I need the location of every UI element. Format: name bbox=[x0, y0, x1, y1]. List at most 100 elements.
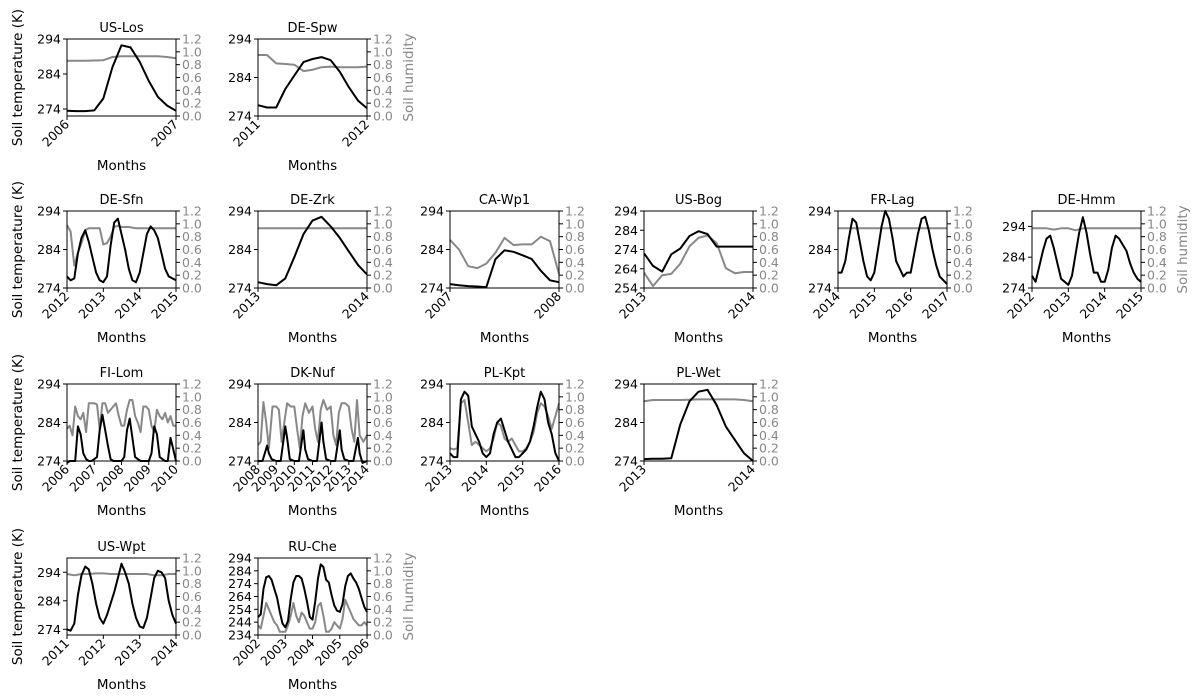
x-tick-label: 2007 bbox=[66, 462, 99, 495]
y2-tick-label: 0.0 bbox=[1147, 281, 1167, 296]
x-tick-label: 2008 bbox=[94, 461, 127, 494]
panel-pl-wet: PL-Wet2742842940.00.20.40.60.81.01.22013… bbox=[614, 366, 779, 519]
x-axis-label: Months bbox=[480, 503, 529, 519]
x-tick-label: 2015 bbox=[495, 462, 528, 495]
y2-tick-label: 0.8 bbox=[182, 402, 202, 417]
panel-title: DE-Hmm bbox=[1057, 193, 1115, 208]
y-tick-label: 274 bbox=[808, 281, 832, 296]
y-tick-label: 274 bbox=[1002, 281, 1026, 296]
y2-tick-label: 1.2 bbox=[373, 204, 393, 219]
temperature-line-us-wpt bbox=[66, 562, 177, 632]
y2-tick-label: 0.2 bbox=[373, 441, 393, 456]
x-tick-label: 2014 bbox=[148, 635, 181, 668]
y2-tick-label: 0.8 bbox=[373, 576, 393, 591]
y2-tick-label: 1.0 bbox=[373, 216, 393, 231]
x-axis-label: Months bbox=[288, 158, 337, 174]
y2-tick-label: 0.8 bbox=[373, 57, 393, 72]
panel-dk-nuf: DK-Nuf2742842940.00.20.40.60.81.01.22008… bbox=[228, 366, 393, 519]
x-tick-label: 2011 bbox=[39, 636, 72, 669]
x-tick-label: 2016 bbox=[883, 288, 916, 321]
y2-tick-label: 0.0 bbox=[182, 281, 202, 296]
y2-tick-label: 0.4 bbox=[373, 255, 393, 270]
panel-title: FR-Lag bbox=[870, 193, 914, 208]
y2-tick-label: 0.6 bbox=[373, 242, 393, 257]
temperature-line-ca-wp1 bbox=[449, 249, 560, 289]
x-axis-label: Months bbox=[480, 330, 529, 346]
y-tick-label: 274 bbox=[228, 576, 252, 591]
y-tick-label: 294 bbox=[37, 377, 61, 392]
y2-tick-label: 0.8 bbox=[182, 576, 202, 591]
temperature-line-us-los bbox=[66, 44, 177, 113]
y2-tick-label: 0.4 bbox=[182, 255, 202, 270]
y-tick-label: 294 bbox=[37, 204, 61, 219]
y2-axis-label: Soil humidity bbox=[401, 552, 417, 640]
y2-tick-label: 0.0 bbox=[182, 628, 202, 643]
x-axis-label: Months bbox=[288, 677, 337, 693]
x-axis-label: Months bbox=[97, 158, 146, 174]
y2-tick-label: 0.8 bbox=[182, 229, 202, 244]
y-tick-label: 294 bbox=[228, 204, 252, 219]
y2-tick-label: 0.0 bbox=[565, 281, 585, 296]
y2-tick-label: 1.0 bbox=[759, 389, 779, 404]
y2-tick-label: 0.4 bbox=[759, 428, 779, 443]
y-tick-label: 284 bbox=[37, 593, 61, 608]
humidity-line-de-spw bbox=[258, 54, 368, 73]
x-axis-label: Months bbox=[674, 330, 723, 346]
y2-tick-label: 0.0 bbox=[373, 281, 393, 296]
temperature-line-pl-wet bbox=[643, 388, 754, 462]
y2-tick-label: 1.0 bbox=[1147, 216, 1167, 231]
panel-title: CA-Wp1 bbox=[479, 193, 530, 208]
x-tick-label: 2006 bbox=[39, 116, 72, 149]
y2-axis-label: Soil humidity bbox=[401, 33, 417, 121]
y-tick-label: 294 bbox=[37, 565, 61, 580]
y2-axis-label: Soil humidity bbox=[1175, 205, 1191, 293]
y2-tick-label: 1.2 bbox=[373, 551, 393, 566]
x-tick-label: 2007 bbox=[148, 117, 181, 150]
panel-us-los: US-Los 274 284 294 0.00.20.40.60.81.01.2 2006… bbox=[10, 9, 202, 174]
y2-tick-label: 1.2 bbox=[953, 204, 973, 219]
y2-tick-label: 0.0 bbox=[759, 454, 779, 469]
y-tick-label: 274 bbox=[420, 454, 444, 469]
x-axis-label: Months bbox=[288, 330, 337, 346]
y2-tick-label: 1.0 bbox=[373, 563, 393, 578]
y2-tick-label: 0.4 bbox=[953, 255, 973, 270]
x-tick-label: 2014 bbox=[725, 461, 758, 494]
y2-tick-label: 1.0 bbox=[953, 216, 973, 231]
y2-tick-label: 1.0 bbox=[373, 389, 393, 404]
x-tick-label: 2013 bbox=[1040, 289, 1073, 322]
panel-title: US-Wpt bbox=[97, 540, 145, 555]
y2-tick-label: 0.4 bbox=[182, 602, 202, 617]
y2-tick-label: 0.6 bbox=[565, 415, 585, 430]
panel-fi-lom: FI-Lom2742842940.00.20.40.60.81.01.22006… bbox=[10, 354, 202, 519]
y-tick-label: 284 bbox=[37, 67, 61, 82]
humidity-line-fi-lom bbox=[66, 399, 176, 437]
y2-tick-label: 0.0 bbox=[373, 454, 393, 469]
x-tick-label: 2010 bbox=[148, 461, 181, 494]
y2-tick-label: 0.6 bbox=[1147, 242, 1167, 257]
y2-tick-label: 0.0 bbox=[759, 281, 779, 296]
y-tick-label: 254 bbox=[228, 602, 252, 617]
x-axis-label: Months bbox=[868, 330, 917, 346]
y-tick-label: 284 bbox=[1002, 250, 1026, 265]
panel-title: DE-Zrk bbox=[290, 193, 335, 208]
y2-tick-label: 0.2 bbox=[953, 268, 973, 283]
y2-tick-label: 0.0 bbox=[373, 628, 393, 643]
y2-tick-label: 0.0 bbox=[953, 281, 973, 296]
y-tick-label: 284 bbox=[808, 242, 832, 257]
y-tick-label: 294 bbox=[228, 377, 252, 392]
temperature-line-de-spw bbox=[257, 56, 368, 110]
y2-tick-label: 0.6 bbox=[182, 242, 202, 257]
panel-title: DK-Nuf bbox=[290, 366, 335, 381]
y2-tick-label: 0.8 bbox=[373, 402, 393, 417]
y-tick-label: 274 bbox=[420, 281, 444, 296]
panel-fr-lag: FR-Lag2742842940.00.20.40.60.81.01.22014… bbox=[808, 193, 973, 346]
y-axis-label: Soil temperature (K) bbox=[10, 9, 26, 146]
x-tick-label: 2005 bbox=[312, 636, 345, 669]
y2-tick-label: 0.4 bbox=[373, 428, 393, 443]
panel-title: US-Bog bbox=[675, 193, 722, 208]
plot-frame bbox=[837, 210, 948, 289]
y2-tick-label: 1.2 bbox=[182, 377, 202, 392]
y2-tick-label: 0.8 bbox=[953, 229, 973, 244]
y2-tick-label: 1.0 bbox=[182, 216, 202, 231]
x-tick-label: 2014 bbox=[112, 288, 145, 321]
